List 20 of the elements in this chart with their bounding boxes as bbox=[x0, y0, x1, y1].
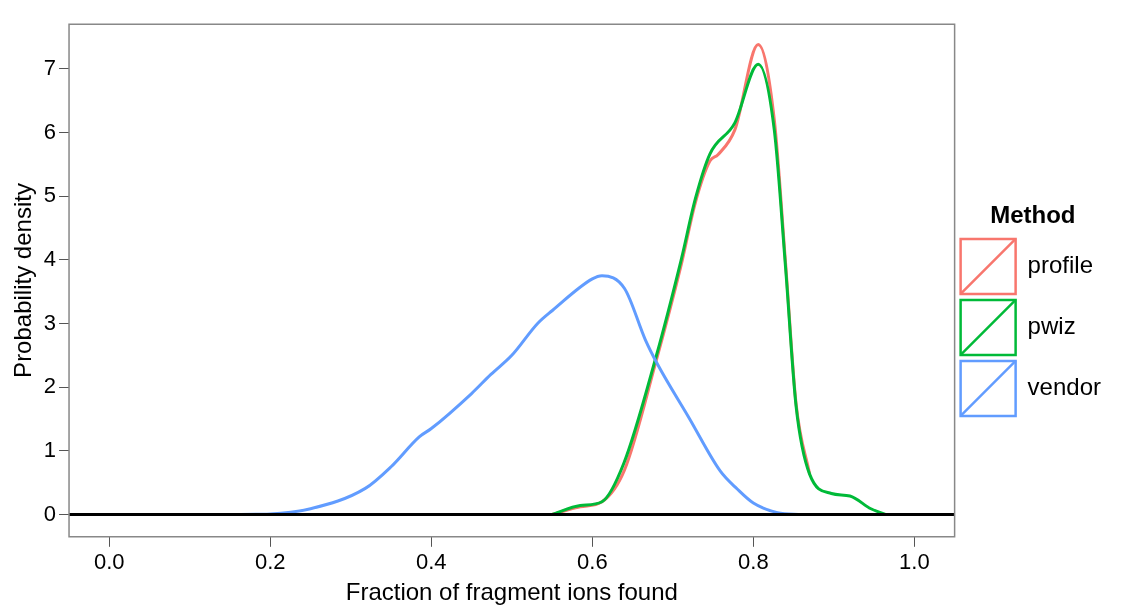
legend-label: profile bbox=[1027, 251, 1093, 279]
legend-title: Method bbox=[990, 200, 1076, 228]
x-tick-label: 0.6 bbox=[577, 549, 608, 575]
x-tick-label: 0.2 bbox=[255, 549, 286, 575]
x-tick-label: 0.4 bbox=[416, 549, 447, 575]
y-tick-label: 5 bbox=[43, 182, 57, 208]
y-tick-label: 3 bbox=[43, 309, 57, 335]
legend-label: pwiz bbox=[1027, 312, 1076, 340]
x-axis-title: Fraction of fragment ions found bbox=[345, 578, 678, 606]
y-tick-label: 1 bbox=[43, 436, 57, 462]
x-tick-label: 0.0 bbox=[93, 549, 125, 575]
y-tick-label: 7 bbox=[43, 54, 57, 80]
y-tick-label: 2 bbox=[43, 373, 57, 399]
y-tick-label: 0 bbox=[43, 500, 57, 526]
y-tick-label: 6 bbox=[43, 118, 57, 144]
y-tick-label: 4 bbox=[43, 245, 57, 271]
y-axis-title: Probability density bbox=[9, 183, 37, 378]
legend-label: vendor bbox=[1027, 373, 1102, 401]
x-tick-label: 1.0 bbox=[899, 549, 930, 575]
x-tick-label: 0.8 bbox=[738, 549, 769, 575]
